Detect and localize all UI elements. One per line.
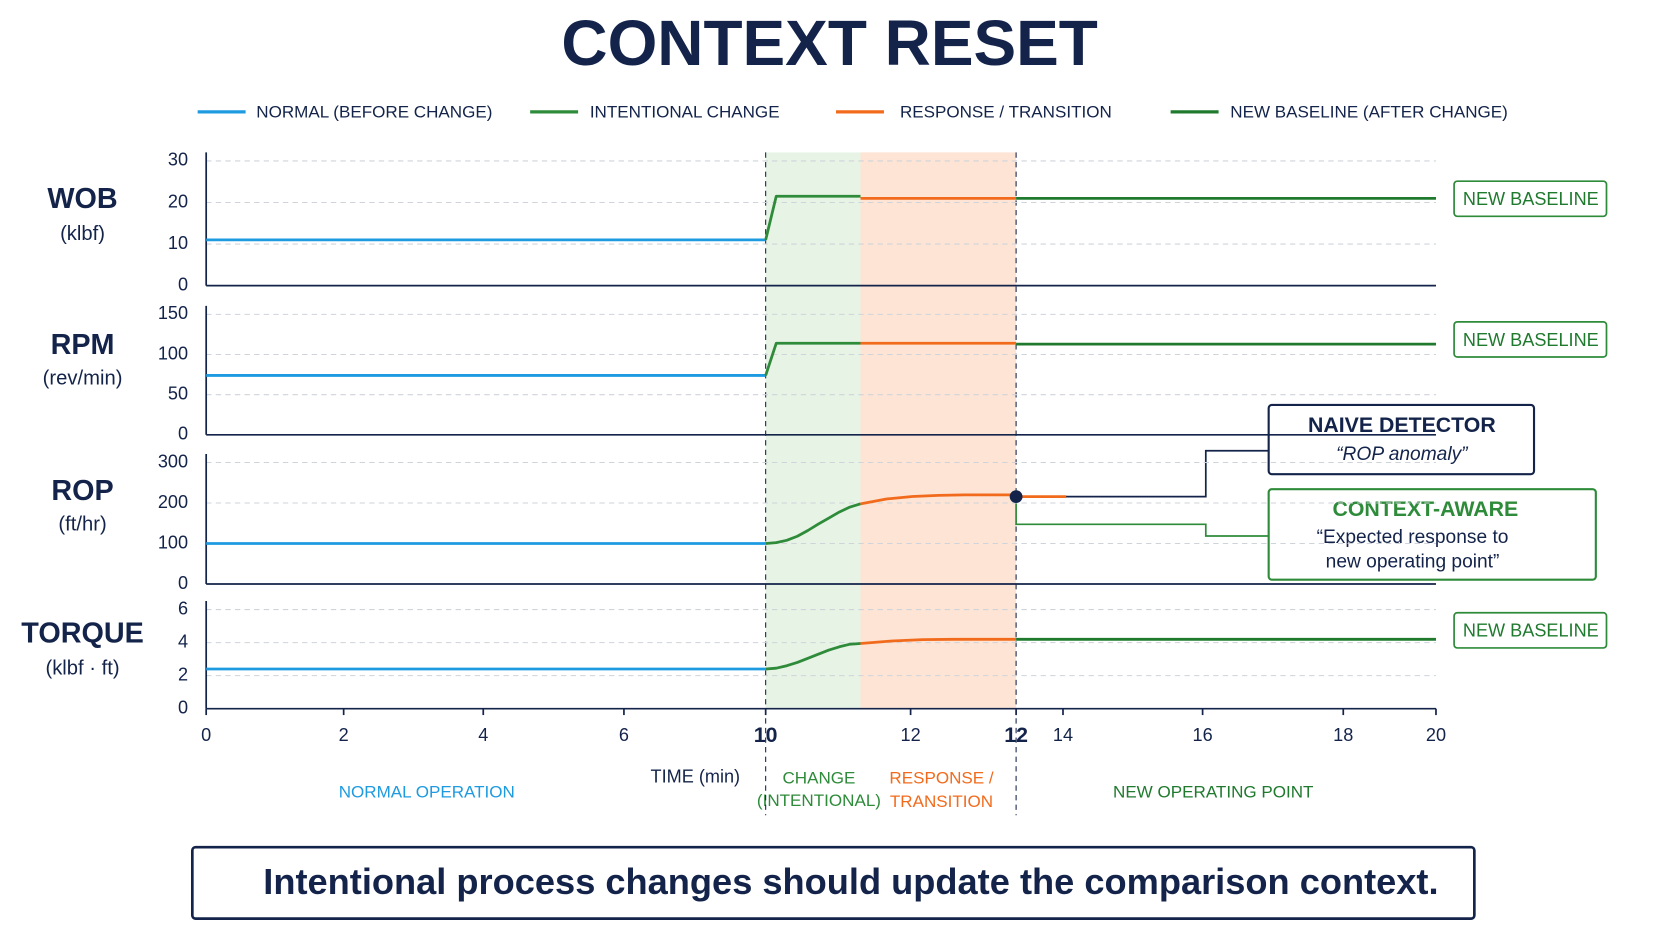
y-tick-label: 300 <box>158 451 188 471</box>
y-tick-label: 6 <box>178 598 188 618</box>
panel-unit: (rev/min) <box>43 368 123 390</box>
annotation-box <box>1453 611 1608 649</box>
annotation-box <box>1453 320 1608 358</box>
x-tick-label: 4 <box>478 725 488 745</box>
callout-box <box>1267 488 1597 581</box>
callout-box <box>1267 403 1536 476</box>
phase-label: TRANSITION <box>890 792 993 811</box>
phase-label: RESPONSE / <box>889 769 993 788</box>
panel-label: ROP <box>51 475 113 507</box>
x-tick-label: 20 <box>1426 725 1446 745</box>
y-tick-label: 0 <box>178 424 188 444</box>
panel-unit: (ft/hr) <box>58 514 106 536</box>
y-tick-label: 4 <box>178 631 188 651</box>
series-line <box>765 502 861 545</box>
annotation: NEW BASELINE <box>1463 330 1599 350</box>
series-line <box>764 194 861 241</box>
x-tick-label: 16 <box>1193 725 1213 745</box>
x-axis-label: TIME (min) <box>651 767 741 787</box>
y-tick-label: 0 <box>178 697 188 717</box>
legend-label: NORMAL (BEFORE CHANGE) <box>256 102 492 121</box>
x-tick-label: 12 <box>1004 723 1028 747</box>
connector <box>1015 496 1269 537</box>
connector <box>1016 449 1269 498</box>
annotation: NEW BASELINE <box>1463 189 1599 209</box>
panel-unit: (klbf · ft) <box>45 658 119 680</box>
series-line <box>764 341 861 376</box>
x-tick-label: 10 <box>754 723 778 747</box>
callout-title: NAIVE DETECTOR <box>1308 413 1496 437</box>
phase-label: NEW OPERATING POINT <box>1113 782 1314 801</box>
y-tick-label: 0 <box>178 274 188 294</box>
x-tick-label: 12 <box>901 725 921 745</box>
title: CONTEXT RESET <box>561 7 1097 79</box>
callout-title: CONTEXT-AWARE <box>1332 497 1518 521</box>
panel-label: RPM <box>51 329 115 361</box>
y-tick-label: 200 <box>158 492 188 512</box>
x-tick-label: 2 <box>339 725 349 745</box>
y-tick-label: 100 <box>158 532 188 552</box>
phase-label: (INTENTIONAL) <box>757 791 881 810</box>
callout-text: new operating point” <box>1326 552 1500 573</box>
plots: NORMAL (BEFORE CHANGE) INTENTIONAL CHANGE… <box>21 102 1608 747</box>
x-tick-label: 18 <box>1333 725 1353 745</box>
callout-text: “Expected response to <box>1317 527 1509 548</box>
legend-label: RESPONSE / TRANSITION <box>900 102 1112 121</box>
x-tick-label: 6 <box>619 725 629 745</box>
panel-unit: (klbf) <box>60 223 105 245</box>
y-tick-label: 0 <box>178 573 188 593</box>
y-tick-label: 50 <box>168 383 188 403</box>
series-line <box>860 493 1017 506</box>
y-tick-label: 20 <box>168 191 188 211</box>
y-tick-label: 2 <box>178 664 188 684</box>
detection-point <box>1009 490 1023 504</box>
phase-label: CHANGE <box>782 769 855 788</box>
x-tick-label: 0 <box>201 725 211 745</box>
y-tick-label: 30 <box>168 150 188 170</box>
phase-label: NORMAL OPERATION <box>339 782 515 801</box>
legend-label: INTENTIONAL CHANGE <box>590 102 780 121</box>
change-shade <box>765 152 861 709</box>
footer: Intentional process changes should updat… <box>263 861 1438 902</box>
y-tick-label: 100 <box>158 343 188 363</box>
y-tick-label: 150 <box>158 303 188 323</box>
annotation-box <box>1453 180 1608 218</box>
series-line <box>860 637 1017 645</box>
y-tick-label: 10 <box>168 233 188 253</box>
annotation: NEW BASELINE <box>1463 621 1599 641</box>
callout-text: “ROP anomaly” <box>1336 444 1469 465</box>
series-line <box>765 642 861 671</box>
x-tick-label: 14 <box>1053 725 1073 745</box>
panel-label: TORQUE <box>21 618 144 650</box>
panel-label: WOB <box>47 183 117 215</box>
legend-label: NEW BASELINE (AFTER CHANGE) <box>1230 102 1508 121</box>
response-shade <box>860 152 1017 709</box>
footer-box <box>190 845 1476 920</box>
